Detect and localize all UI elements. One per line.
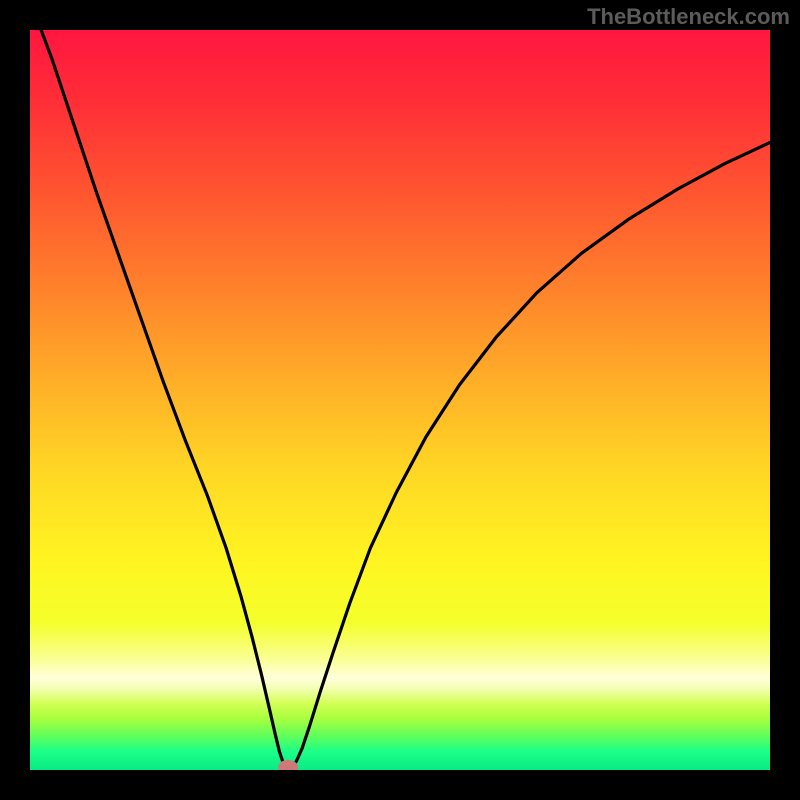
chart-curve-layer bbox=[30, 30, 770, 770]
bottleneck-curve bbox=[30, 30, 770, 770]
minimum-marker bbox=[278, 760, 298, 770]
watermark-text: TheBottleneck.com bbox=[587, 4, 790, 30]
chart-plot-area bbox=[30, 30, 770, 770]
